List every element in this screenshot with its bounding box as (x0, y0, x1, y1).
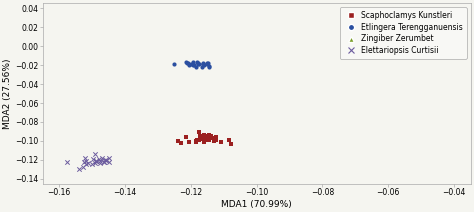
Point (91, 161, 99, 165)
Point (203, 62, 211, 66)
Point (193, 61, 201, 64)
Point (226, 139, 233, 142)
Point (200, 138, 208, 141)
Point (190, 60, 197, 64)
Point (437, 34, 444, 37)
Point (80, 160, 88, 164)
Point (106, 157, 113, 160)
Point (183, 61, 191, 65)
Point (202, 139, 210, 142)
Point (207, 136, 215, 139)
Point (205, 138, 212, 141)
Point (89, 158, 97, 161)
Point (89, 162, 96, 165)
Point (201, 134, 209, 138)
Point (199, 62, 206, 66)
Point (98, 156, 106, 160)
Point (207, 134, 214, 138)
Point (92, 159, 100, 163)
Point (192, 141, 200, 144)
Point (200, 63, 207, 67)
Point (200, 61, 207, 65)
Point (193, 138, 201, 142)
X-axis label: MDA1 (70.99%): MDA1 (70.99%) (221, 199, 292, 209)
Point (197, 134, 204, 138)
Point (211, 138, 219, 142)
Point (195, 131, 203, 134)
Point (199, 63, 207, 66)
Point (81, 156, 89, 160)
Point (209, 136, 216, 139)
Point (212, 135, 219, 138)
Point (187, 63, 195, 66)
Point (203, 62, 211, 65)
Point (201, 136, 209, 139)
Point (205, 65, 212, 69)
Point (192, 140, 200, 143)
Point (206, 136, 214, 139)
Legend: Scaphoclamys Kunstleri, Etlingera Terengganuensis, Zingiber Zerumbet, Elettariop: Scaphoclamys Kunstleri, Etlingera Tereng… (340, 7, 467, 59)
Point (189, 64, 197, 67)
Point (80, 165, 87, 169)
Point (199, 136, 207, 139)
Point (177, 141, 185, 145)
Point (92, 159, 100, 162)
Point (433, 33, 441, 36)
Point (205, 133, 213, 137)
Point (75, 168, 82, 171)
Point (208, 135, 215, 139)
Point (212, 137, 219, 140)
Point (210, 139, 218, 143)
Point (92, 159, 100, 163)
Point (198, 138, 205, 141)
Point (202, 137, 210, 140)
Point (205, 65, 213, 68)
Point (84, 161, 91, 165)
Point (63, 160, 71, 164)
Point (100, 160, 108, 164)
Point (91, 152, 98, 156)
Point (217, 140, 225, 143)
Point (200, 136, 207, 139)
Point (210, 138, 218, 141)
Point (204, 61, 212, 65)
Point (200, 140, 208, 144)
Point (82, 160, 90, 163)
Point (428, 35, 436, 38)
Point (190, 64, 198, 67)
Point (174, 140, 182, 143)
Point (196, 135, 204, 139)
Point (200, 133, 208, 137)
Point (201, 135, 208, 138)
Point (192, 65, 200, 69)
Point (185, 63, 193, 67)
Point (171, 63, 178, 66)
Point (96, 162, 103, 165)
Y-axis label: MDA2 (27.56%): MDA2 (27.56%) (3, 58, 12, 129)
Point (199, 65, 206, 69)
Point (97, 160, 104, 163)
Point (194, 62, 201, 66)
Point (182, 136, 190, 139)
Point (182, 60, 190, 64)
Point (196, 62, 203, 66)
Point (194, 61, 202, 65)
Point (431, 33, 438, 37)
Point (185, 140, 193, 144)
Point (95, 158, 103, 161)
Point (195, 138, 203, 142)
Point (184, 62, 191, 65)
Point (101, 159, 109, 162)
Point (190, 62, 197, 66)
Point (100, 160, 108, 163)
Point (82, 162, 90, 166)
Point (102, 158, 110, 161)
Point (203, 138, 211, 141)
Point (212, 139, 220, 142)
Point (205, 138, 212, 141)
Point (228, 142, 235, 146)
Point (105, 160, 112, 163)
